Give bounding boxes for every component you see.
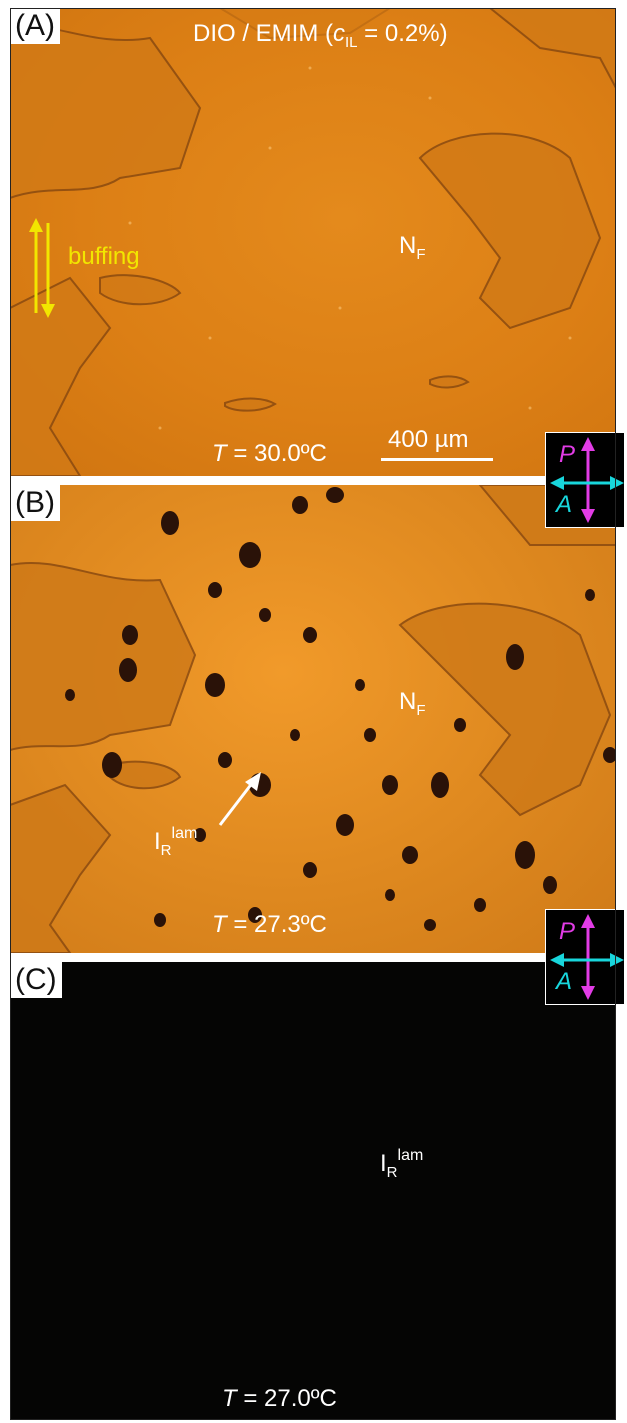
- analyzer-label: A: [556, 491, 573, 518]
- phase-label-b: NF: [399, 688, 426, 719]
- temperature-label-b: T = 27.3ºC: [212, 911, 327, 938]
- defect-label-b: IRlam: [154, 825, 198, 859]
- crossed-polarizers-icon: [550, 914, 624, 1000]
- panel-label-a: (A): [10, 8, 60, 44]
- sample-title: DIO / EMIM (cIL = 0.2%): [193, 20, 448, 51]
- temperature-label-a: T = 30.0ºC: [212, 440, 327, 467]
- polarizer-label: P: [559, 441, 576, 468]
- phase-label-c: IRlam: [380, 1147, 424, 1181]
- crossed-polarizers-icon: [550, 437, 624, 523]
- analyzer-label: A: [556, 968, 573, 995]
- scale-bar-label: 400 µm: [388, 426, 469, 453]
- micrograph-panel-a: (A) DIO / EMIM (cIL = 0.2%) buffing NF T…: [10, 8, 616, 476]
- polarizer-label: P: [559, 918, 576, 945]
- polarizer-analyzer-indicator-a: P A: [545, 432, 625, 528]
- phase-label-a: NF: [399, 232, 426, 263]
- domain-texture-b: [10, 485, 616, 953]
- temperature-label-c: T = 27.0ºC: [222, 1385, 337, 1412]
- buffing-label: buffing: [68, 243, 140, 270]
- domain-texture-a: [10, 8, 616, 476]
- buffing-arrows-icon: [29, 218, 55, 318]
- panel-label-b: (B): [10, 485, 60, 521]
- panel-label-c: (C): [10, 962, 62, 998]
- scale-bar: [381, 458, 493, 461]
- micrograph-panel-b: (B) NF IRlam T = 27.3ºC: [10, 485, 616, 953]
- polarizer-analyzer-indicator-b: P A: [545, 909, 625, 1005]
- micrograph-panel-c: (C) IRlam T = 27.0ºC: [10, 962, 616, 1420]
- pointer-arrow-icon: [218, 772, 261, 826]
